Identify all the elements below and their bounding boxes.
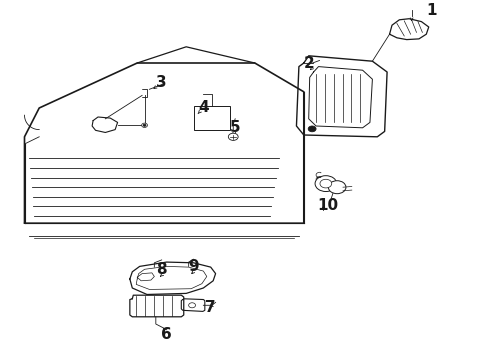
- Text: 2: 2: [303, 55, 314, 71]
- Bar: [194, 106, 230, 130]
- Circle shape: [142, 123, 147, 127]
- Text: 4: 4: [198, 100, 209, 116]
- Text: 7: 7: [205, 300, 216, 315]
- Text: 5: 5: [230, 120, 241, 135]
- Circle shape: [308, 126, 316, 132]
- Text: 9: 9: [188, 259, 199, 274]
- Text: 6: 6: [161, 327, 172, 342]
- Circle shape: [320, 179, 332, 188]
- Circle shape: [328, 181, 346, 194]
- Text: 3: 3: [156, 75, 167, 90]
- Circle shape: [315, 176, 337, 192]
- Text: 1: 1: [426, 3, 437, 18]
- Text: 8: 8: [156, 262, 167, 278]
- Circle shape: [189, 303, 196, 308]
- Circle shape: [143, 124, 146, 126]
- Text: 10: 10: [318, 198, 339, 213]
- Circle shape: [228, 133, 238, 140]
